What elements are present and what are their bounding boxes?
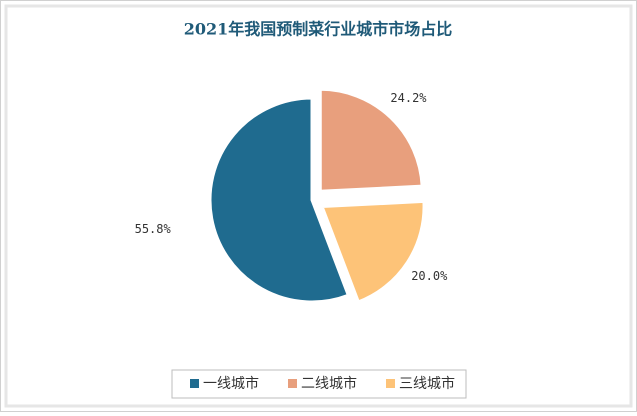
legend-label: 二线城市 bbox=[301, 375, 357, 392]
data-label: 20.0% bbox=[411, 269, 448, 283]
legend-label: 三线城市 bbox=[399, 375, 455, 392]
legend-swatch bbox=[288, 379, 297, 388]
legend-swatch bbox=[190, 379, 199, 388]
pie-slice bbox=[319, 199, 426, 304]
pie-slice bbox=[208, 96, 351, 304]
pie-slice bbox=[318, 87, 424, 193]
data-label: 55.8% bbox=[135, 222, 172, 236]
inner-frame bbox=[4, 4, 633, 408]
legend-box bbox=[171, 369, 467, 399]
data-label: 24.2% bbox=[390, 91, 427, 105]
legend-label: 一线城市 bbox=[203, 375, 259, 392]
chart-title: 2021年我国预制菜行业城市市场占比 bbox=[184, 20, 453, 39]
legend-swatch bbox=[386, 379, 395, 388]
